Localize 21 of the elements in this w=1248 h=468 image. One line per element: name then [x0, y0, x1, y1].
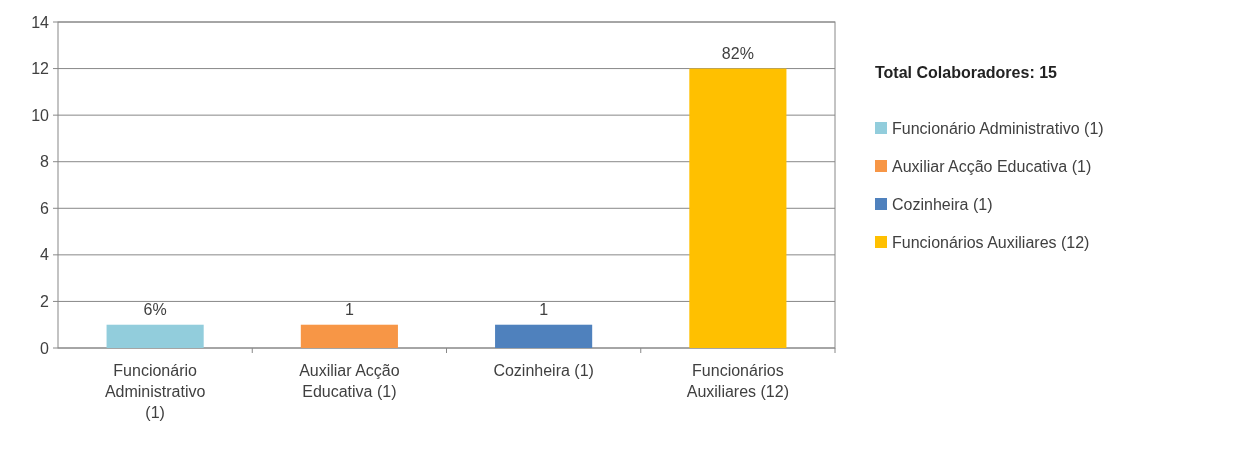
x-tick-label: Funcionários Auxiliares (12)	[686, 362, 790, 400]
legend-label: Auxiliar Acção Educativa (1)	[892, 157, 1092, 175]
legend-label: Funcionários Auxiliares (12)	[892, 233, 1090, 251]
x-tick-label: Funcionário Administrativo (1)	[104, 362, 206, 421]
x-tick-label: Cozinheira (1)	[493, 362, 594, 379]
x-tick-label: Auxiliar Acção Educativa (1)	[299, 362, 400, 400]
data-label: 1	[539, 300, 549, 318]
y-tick-label: 10	[31, 106, 50, 124]
y-tick-label: 4	[40, 246, 50, 264]
y-tick-label: 6	[40, 199, 50, 217]
y-tick-label: 8	[40, 153, 50, 171]
y-tick-label: 14	[31, 13, 50, 31]
annotation: 6%	[143, 300, 167, 318]
data-label: 1	[344, 300, 354, 318]
legend-label: Funcionário Administrativo (1)	[892, 119, 1104, 137]
legend-title: Total Colaboradores: 15	[875, 64, 1058, 81]
y-tick-label: 2	[40, 293, 50, 311]
legend-label: Cozinheira (1)	[892, 195, 993, 213]
y-tick-label: 12	[31, 60, 50, 78]
annotation: 82%	[721, 44, 754, 62]
y-tick-label: 0	[40, 339, 50, 357]
